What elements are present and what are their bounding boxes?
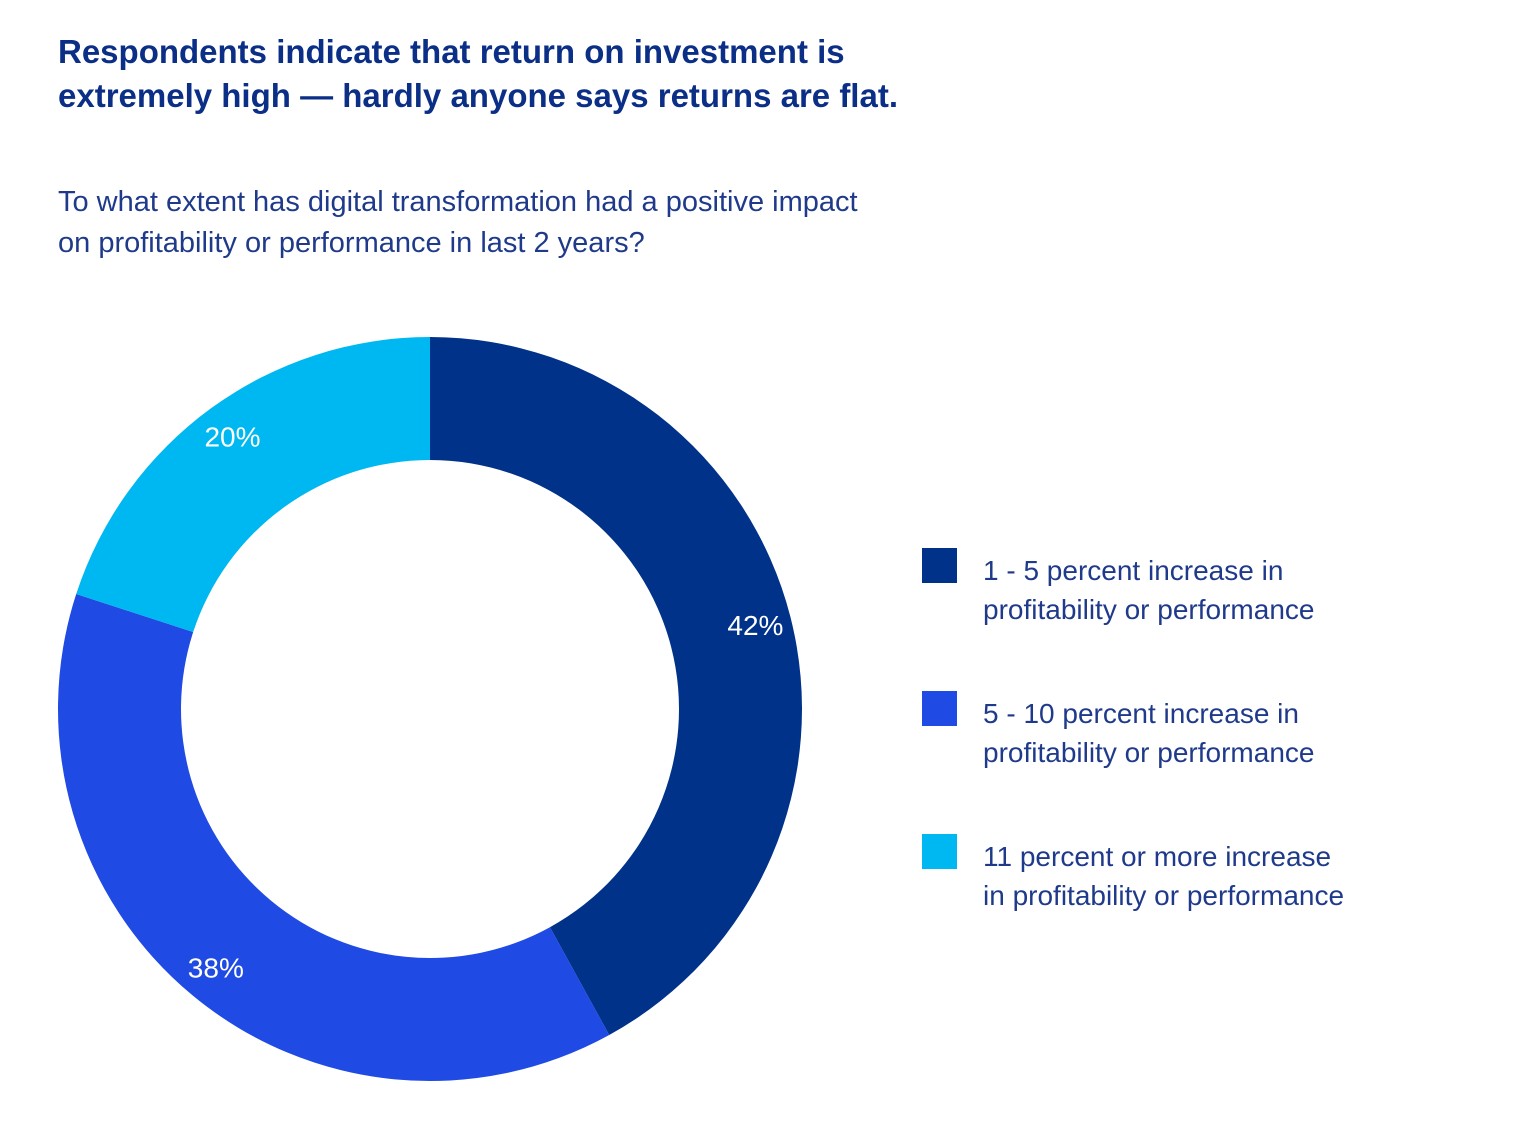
legend-item-1-5-percent: 1 - 5 percent increase in profitability … — [922, 548, 1482, 625]
legend-swatch-11-plus-percent — [922, 834, 957, 869]
legend-swatch-5-10-percent — [922, 691, 957, 726]
chart-title: Respondents indicate that return on inve… — [58, 30, 1158, 118]
legend-item-5-10-percent: 5 - 10 percent increase in profitability… — [922, 691, 1482, 768]
slice-5-10-percent — [57, 594, 610, 1081]
legend-label-11-plus-percent: 11 percent or more increase in profitabi… — [983, 837, 1344, 915]
legend-label-line: in profitability or performance — [983, 880, 1345, 911]
donut-slices — [57, 337, 802, 1081]
data-label-1-5-percent: 42% — [727, 610, 783, 641]
legend-label-line: 1 - 5 percent increase in — [983, 555, 1284, 586]
legend-item-11-plus-percent: 11 percent or more increase in profitabi… — [922, 834, 1482, 911]
legend-label-1-5-percent: 1 - 5 percent increase in profitability … — [983, 551, 1314, 629]
data-label-11-plus-percent: 20% — [204, 422, 260, 453]
legend-label-line: profitability or performance — [983, 594, 1315, 625]
legend-label-line: 5 - 10 percent increase in — [983, 698, 1299, 729]
legend-label-5-10-percent: 5 - 10 percent increase in profitability… — [983, 694, 1314, 772]
chart-title-line-1: Respondents indicate that return on inve… — [58, 33, 845, 70]
legend-label-line: profitability or performance — [983, 737, 1315, 768]
legend-label-line: 11 percent or more increase — [983, 841, 1332, 872]
chart-legend: 1 - 5 percent increase in profitability … — [922, 548, 1482, 977]
slice-1-5-percent — [430, 337, 802, 1035]
chart-question-line-2: on profitability or performance in last … — [58, 227, 645, 259]
chart-title-line-2: extremely high — hardly anyone says retu… — [58, 77, 898, 114]
donut-data-labels: 42% 38% 20% — [188, 422, 784, 984]
chart-question: To what extent has digital transformatio… — [58, 182, 1058, 264]
slice-11-plus-percent — [76, 337, 431, 633]
chart-question-line-1: To what extent has digital transformatio… — [58, 186, 858, 218]
legend-swatch-1-5-percent — [922, 548, 957, 583]
data-label-5-10-percent: 38% — [188, 952, 244, 983]
